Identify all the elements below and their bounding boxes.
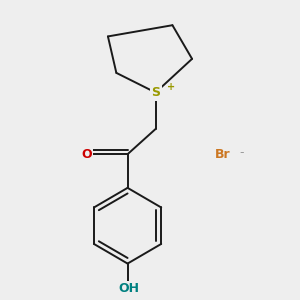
Text: OH: OH — [118, 282, 140, 295]
Text: -: - — [239, 146, 243, 159]
Text: S: S — [151, 86, 160, 99]
Text: Br: Br — [215, 148, 231, 161]
Text: +: + — [167, 82, 175, 92]
Text: O: O — [82, 148, 92, 161]
